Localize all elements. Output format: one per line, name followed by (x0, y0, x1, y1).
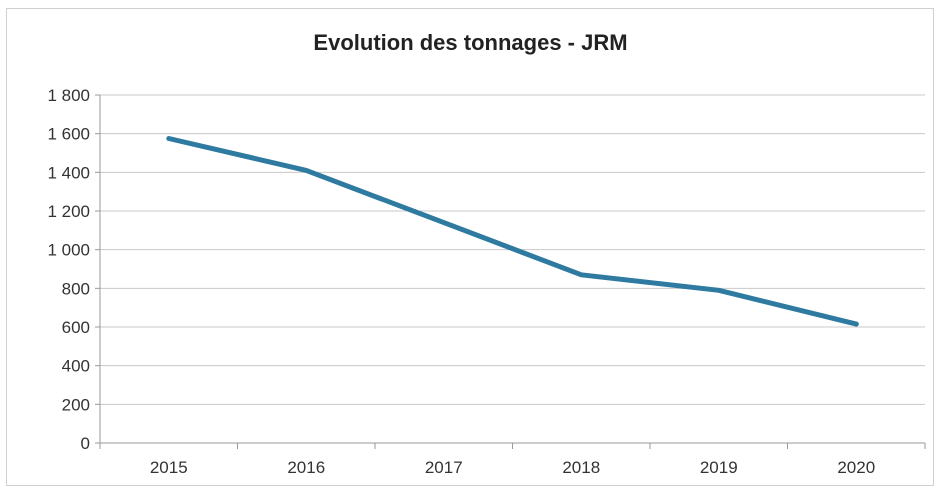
x-tick-labels: 2015 2016 2017 2018 2019 2020 (150, 458, 875, 477)
gridlines (100, 94, 925, 405)
y-tick-label: 1 000 (47, 241, 90, 260)
series-layer (166, 136, 859, 327)
x-tick-label: 2017 (425, 458, 463, 477)
y-tick-label: 1 400 (47, 163, 90, 182)
x-tick-label: 2016 (287, 458, 325, 477)
y-tick-label: 200 (62, 395, 90, 414)
y-tick-label: 400 (62, 357, 90, 376)
data-point (580, 274, 582, 276)
chart-frame (6, 8, 934, 486)
x-tick-label: 2020 (837, 458, 875, 477)
x-tick-label: 2018 (562, 458, 600, 477)
chart-title: Evolution des tonnages - JRM (313, 30, 628, 55)
data-point (305, 169, 307, 171)
x-tick-label: 2019 (700, 458, 738, 477)
y-tick-labels: 0 200 400 600 800 1 000 1 200 1 400 1 600 1 800 (47, 86, 90, 453)
y-tick-label: 600 (62, 318, 90, 337)
y-tick-label: 1 200 (47, 202, 90, 221)
y-tick-label: 0 (81, 434, 90, 453)
y-tick-label: 1 600 (47, 125, 90, 144)
axes (95, 94, 926, 449)
data-point (168, 138, 170, 139)
x-tick-label: 2015 (150, 458, 188, 477)
data-point (855, 323, 857, 325)
data-point (718, 289, 720, 291)
y-tick-label: 800 (62, 279, 90, 298)
y-tick-label: 1 800 (47, 86, 90, 105)
series-line (166, 136, 859, 327)
data-point (443, 222, 445, 224)
